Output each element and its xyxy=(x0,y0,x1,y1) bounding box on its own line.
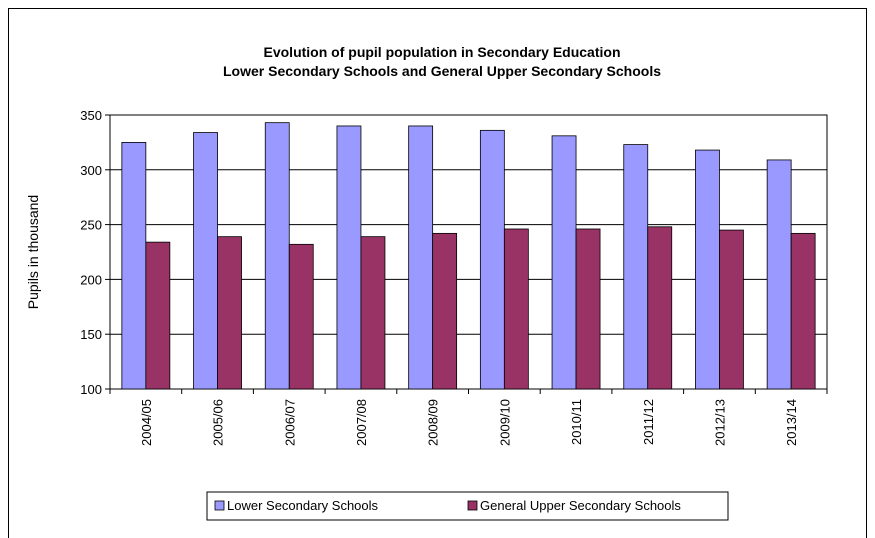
x-tick-label: 2010/11 xyxy=(569,399,584,445)
bar-lower-secondary xyxy=(695,149,720,390)
bar-general-upper-secondary xyxy=(790,232,816,390)
y-tick-label: 350 xyxy=(80,108,102,123)
bar-general-upper-secondary xyxy=(647,226,673,390)
bar-lower-secondary xyxy=(264,122,290,390)
legend-swatch xyxy=(467,500,478,511)
bar-lower-secondary xyxy=(121,141,147,390)
bar-general-upper-secondary xyxy=(145,241,171,390)
x-tick-label: 2007/08 xyxy=(354,399,369,446)
bar-general-upper-secondary xyxy=(575,228,601,390)
x-tick-label: 2005/06 xyxy=(211,399,226,446)
chart-title: Evolution of pupil population in Seconda… xyxy=(223,44,661,79)
bar-general-upper-secondary xyxy=(432,232,458,390)
legend-label: General Upper Secondary Schools xyxy=(480,498,681,513)
y-tick-label: 150 xyxy=(80,327,102,342)
bar-lower-secondary xyxy=(408,125,434,390)
y-axis-label: Pupils in thousand xyxy=(25,195,41,309)
plot-area: 100 150 200 250 300 350 2004/05 2005/06 2006/07 2… xyxy=(80,108,828,446)
bar-lower-secondary xyxy=(336,125,362,390)
x-tick-label: 2009/10 xyxy=(497,399,512,446)
x-tick-label: 2004/05 xyxy=(139,399,154,446)
x-tick-label: 2008/09 xyxy=(426,399,441,446)
bar-general-upper-secondary xyxy=(217,236,242,390)
legend-label: Lower Secondary Schools xyxy=(227,498,379,513)
chart-frame xyxy=(8,8,867,538)
x-tick-label: 2012/13 xyxy=(712,399,727,446)
legend: Lower Secondary Schools General Upper Sec… xyxy=(206,491,729,521)
bar-lower-secondary xyxy=(766,159,792,390)
bar-general-upper-secondary xyxy=(288,243,314,390)
bar-general-upper-secondary xyxy=(360,236,386,390)
bar-lower-secondary xyxy=(479,129,505,390)
bar-general-upper-secondary xyxy=(503,228,529,390)
y-tick-label: 100 xyxy=(80,382,102,397)
bar-lower-secondary xyxy=(623,144,649,390)
bar-general-upper-secondary xyxy=(719,229,744,390)
y-tick-label: 250 xyxy=(80,218,102,233)
chart-title-line-2: Lower Secondary Schools and General Uppe… xyxy=(223,63,661,79)
x-tick-label: 2013/14 xyxy=(784,399,799,446)
legend-swatch xyxy=(214,500,225,511)
chart-title-line-1: Evolution of pupil population in Seconda… xyxy=(264,44,621,60)
bar-lower-secondary xyxy=(193,132,218,390)
x-tick-label: 2011/12 xyxy=(641,399,656,445)
bar-lower-secondary xyxy=(551,135,577,390)
legend-box xyxy=(206,491,729,521)
y-tick-label: 200 xyxy=(80,272,102,287)
y-tick-label: 300 xyxy=(80,163,102,178)
x-tick-label: 2006/07 xyxy=(282,399,297,446)
